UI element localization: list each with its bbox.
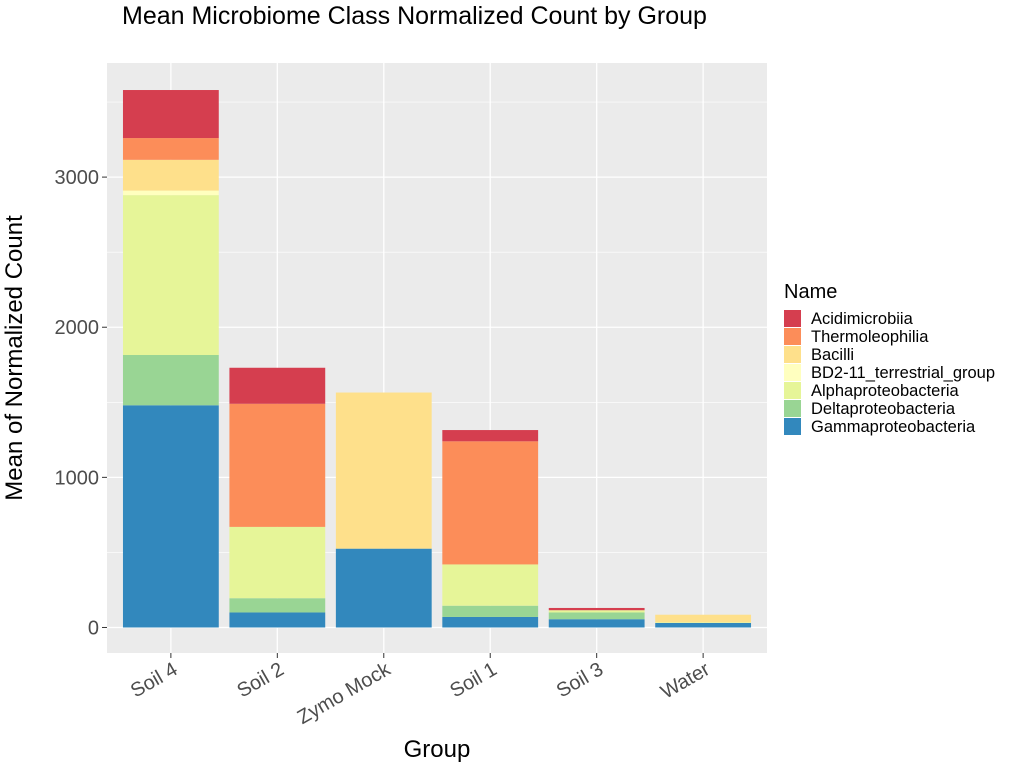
chart-title: Mean Microbiome Class Normalized Count b… bbox=[122, 2, 707, 30]
legend-label: Thermoleophilia bbox=[811, 328, 929, 346]
bar-segment bbox=[442, 605, 539, 617]
bar-segment bbox=[122, 195, 219, 355]
bar-segment bbox=[442, 564, 539, 606]
legend-key bbox=[784, 346, 801, 363]
y-axis-title: Mean of Normalized Count bbox=[1, 215, 28, 501]
bar-segment bbox=[655, 622, 752, 628]
legend-label: Acidimicrobiia bbox=[811, 310, 914, 328]
x-tick-label: Soil 3 bbox=[553, 658, 607, 702]
legend: Name AcidimicrobiiaThermoleophiliaBacill… bbox=[784, 281, 995, 436]
x-tick-label: Soil 2 bbox=[233, 658, 287, 702]
x-tick-label: Soil 4 bbox=[127, 658, 181, 702]
legend-title: Name bbox=[784, 281, 837, 303]
legend-items: AcidimicrobiiaThermoleophiliaBacilliBD2-… bbox=[784, 310, 995, 436]
bar-segment bbox=[442, 430, 539, 442]
y-tick-label: 1000 bbox=[55, 467, 100, 489]
bar-segment bbox=[122, 90, 219, 139]
legend-key bbox=[784, 400, 801, 417]
legend-key bbox=[784, 328, 801, 345]
bar-segment bbox=[122, 354, 219, 406]
bar-segment bbox=[548, 612, 645, 620]
x-tick-label: Water bbox=[657, 658, 714, 704]
bars bbox=[122, 90, 752, 628]
legend-key bbox=[784, 364, 801, 381]
bar-segment bbox=[229, 403, 326, 527]
bar-segment bbox=[655, 622, 752, 623]
x-tick-label: Soil 1 bbox=[446, 658, 500, 702]
bar-segment bbox=[122, 405, 219, 628]
x-tick-label: Zymo Mock bbox=[294, 658, 395, 729]
legend-key bbox=[784, 418, 801, 435]
bar-segment bbox=[229, 526, 326, 599]
legend-key bbox=[784, 310, 801, 327]
bar-segment bbox=[442, 441, 539, 565]
y-tick-label: 0 bbox=[88, 617, 99, 639]
x-axis-title: Group bbox=[404, 736, 471, 763]
bar-segment bbox=[229, 612, 326, 628]
y-tick-label: 3000 bbox=[55, 167, 100, 189]
legend-label: BD2-11_terrestrial_group bbox=[811, 364, 995, 382]
bar-segment bbox=[548, 607, 645, 611]
legend-label: Gammaproteobacteria bbox=[811, 418, 976, 436]
legend-key bbox=[784, 382, 801, 399]
legend-label: Alphaproteobacteria bbox=[811, 382, 960, 400]
legend-label: Bacilli bbox=[811, 346, 854, 364]
bar-segment bbox=[548, 610, 645, 613]
bar-segment bbox=[442, 616, 539, 628]
legend-label: Deltaproteobacteria bbox=[811, 400, 956, 418]
bar-segment bbox=[229, 367, 326, 404]
bar-segment bbox=[548, 619, 645, 628]
bar-segment bbox=[229, 598, 326, 613]
bar-segment bbox=[122, 159, 219, 191]
bar-segment bbox=[335, 392, 432, 549]
bar-segment bbox=[122, 190, 219, 196]
bar-segment bbox=[122, 138, 219, 160]
bar-segment bbox=[335, 548, 432, 628]
y-tick-label: 2000 bbox=[55, 317, 100, 339]
bar-segment bbox=[655, 614, 752, 623]
x-axis: Soil 4 Soil 2 Zymo Mock Soil 1 Soil 3 Water bbox=[127, 653, 714, 729]
y-axis: 0 1000 2000 3000 bbox=[55, 167, 107, 639]
